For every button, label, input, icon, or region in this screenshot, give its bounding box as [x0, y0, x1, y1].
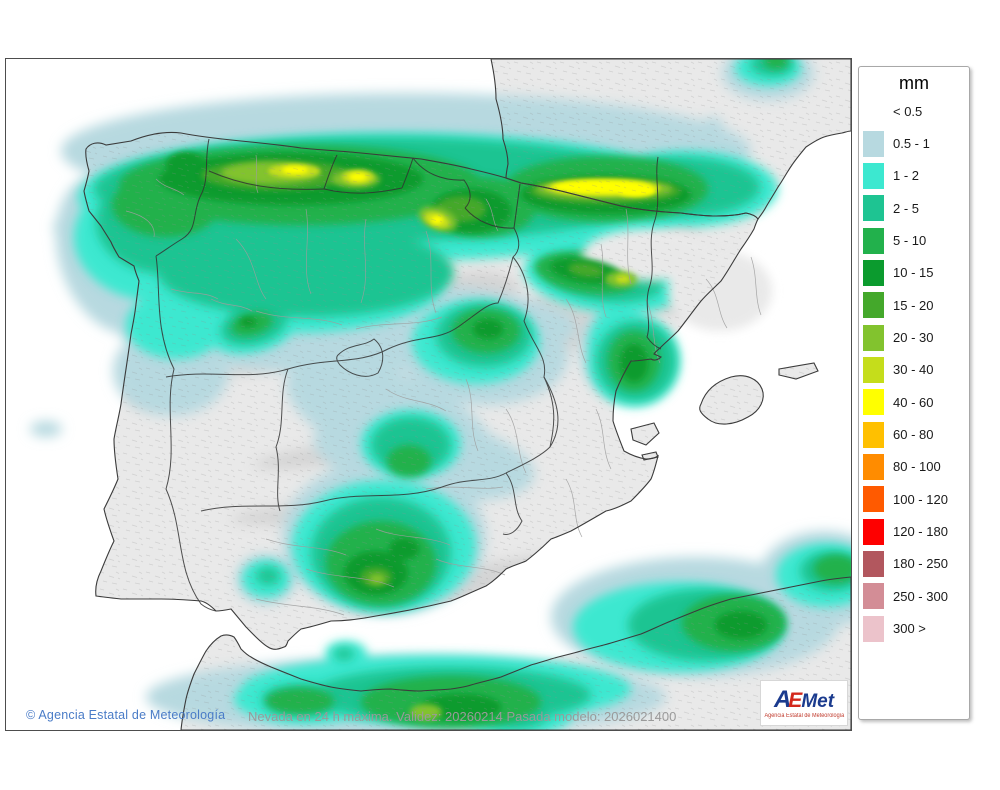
- legend-color-swatch: [863, 227, 884, 254]
- legend-row: 60 - 80: [859, 418, 969, 450]
- legend-row: 300 >: [859, 613, 969, 645]
- legend-label: 300 >: [893, 621, 926, 637]
- legend-color-swatch: [863, 389, 884, 416]
- legend-label: 180 - 250: [893, 556, 948, 572]
- legend-label: 60 - 80: [893, 427, 934, 443]
- legend-row: 20 - 30: [859, 321, 969, 353]
- legend-row: 80 - 100: [859, 451, 969, 483]
- legend-row: 100 - 120: [859, 483, 969, 515]
- logo-letters-met: Met: [801, 690, 835, 712]
- legend-color-swatch: [863, 550, 884, 577]
- legend-row: 120 - 180: [859, 515, 969, 547]
- logo-letter-a: A: [773, 685, 792, 713]
- legend-color-swatch: [863, 162, 884, 189]
- legend-entries: 0.5 - 1 1 - 2 2 - 5 5 - 10 10 - 15 15 - …: [859, 127, 969, 645]
- aemet-logo: A E Met Agencia Estatal de Meteorología: [760, 680, 848, 726]
- legend-color-swatch: [863, 130, 884, 157]
- aemet-logo-word: A E Met: [773, 685, 835, 713]
- legend-panel: mm < 0.5 0.5 - 1 1 - 2 2 - 5 5 - 10 10: [858, 66, 970, 720]
- legend-row: 1 - 2: [859, 160, 969, 192]
- legend-color-swatch: [863, 453, 884, 480]
- legend-label: 80 - 100: [893, 459, 941, 475]
- attribution: © Agencia Estatal de Meteorología: [26, 708, 226, 722]
- legend-row: 40 - 60: [859, 386, 969, 418]
- region-borders: [155, 138, 662, 612]
- legend-label: 1 - 2: [893, 168, 920, 184]
- legend-label: 30 - 40: [893, 362, 934, 378]
- legend-row: 5 - 10: [859, 224, 969, 256]
- legend-color-swatch: [863, 583, 884, 610]
- legend-label-lt-0p5: < 0.5: [893, 103, 923, 119]
- legend-label: 2 - 5: [893, 200, 920, 216]
- legend-row: 2 - 5: [859, 192, 969, 224]
- legend-row: 0.5 - 1: [859, 127, 969, 159]
- aemet-logo-subtitle: Agencia Estatal de Meteorología: [764, 712, 844, 719]
- legend-color-swatch: [863, 486, 884, 513]
- legend-color-swatch: [863, 259, 884, 286]
- legend-label: 100 - 120: [893, 491, 948, 507]
- legend-label: 40 - 60: [893, 394, 934, 410]
- legend-color-swatch: [863, 356, 884, 383]
- legend-color-swatch: [863, 421, 884, 448]
- legend-label: 15 - 20: [893, 297, 934, 313]
- legend-color-swatch: [863, 292, 884, 319]
- province-borders: [125, 154, 762, 616]
- legend-row: 30 - 40: [859, 354, 969, 386]
- legend-row: 180 - 250: [859, 548, 969, 580]
- legend-label: 10 - 15: [893, 265, 934, 281]
- legend-row: 10 - 15: [859, 257, 969, 289]
- legend-row: 15 - 20: [859, 289, 969, 321]
- legend-label: 5 - 10: [893, 233, 927, 249]
- map-caption: Nevada en 24 h máxima. Validez: 20260214…: [248, 709, 677, 724]
- legend-label: 250 - 300: [893, 588, 948, 604]
- map-frame: © Agencia Estatal de Meteorología Nevada…: [5, 58, 852, 731]
- logo-letter-e: E: [788, 688, 803, 712]
- legend-color-swatch: [863, 615, 884, 642]
- iberia-precipitation-map: [6, 59, 851, 730]
- legend-label: 0.5 - 1: [893, 136, 930, 152]
- legend-title: mm: [899, 73, 929, 93]
- legend-color-swatch: [863, 195, 884, 222]
- legend-label: 20 - 30: [893, 330, 934, 346]
- legend-label: 120 - 180: [893, 524, 948, 540]
- legend-color-swatch: [863, 324, 884, 351]
- legend-row: 250 - 300: [859, 580, 969, 612]
- legend-color-swatch: [863, 518, 884, 545]
